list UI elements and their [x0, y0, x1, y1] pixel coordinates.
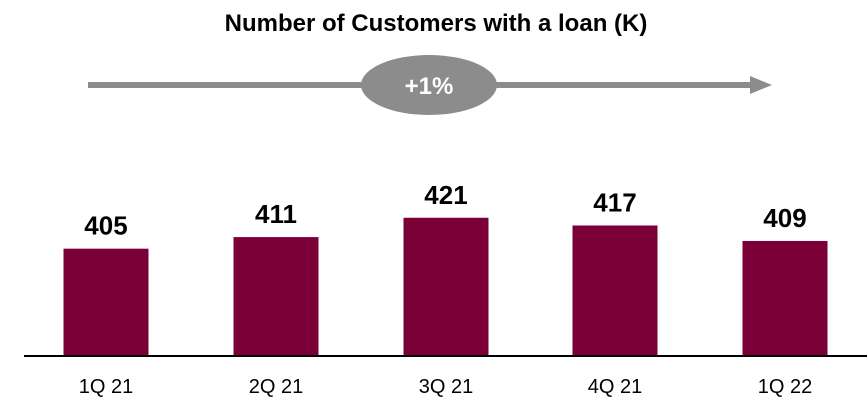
bar-4q-21	[572, 225, 658, 355]
bar-1q-21	[63, 248, 149, 355]
x-axis-tick-labels: 1Q 21 2Q 21 3Q 21 4Q 21 1Q 22	[79, 376, 812, 398]
x-tick-label: 1Q 22	[758, 376, 812, 398]
bar-value-label: 417	[593, 187, 636, 217]
bars-group	[63, 217, 828, 355]
bar-value-label: 405	[84, 211, 127, 241]
bar-value-label: 421	[424, 180, 467, 210]
x-tick-label: 3Q 21	[419, 376, 473, 398]
bar-value-label: 409	[763, 203, 806, 233]
bar-2q-21	[233, 237, 319, 355]
x-tick-label: 2Q 21	[249, 376, 303, 398]
growth-badge-label: +1%	[405, 73, 454, 100]
growth-badge	[361, 55, 497, 115]
bar-labels-group: 405 411 421 417 409	[84, 180, 806, 241]
growth-arrow: +1%	[88, 55, 772, 115]
bar-1q-22	[742, 240, 828, 355]
x-tick-label: 1Q 21	[79, 376, 133, 398]
x-tick-label: 4Q 21	[588, 376, 642, 398]
bar-3q-21	[403, 217, 489, 355]
chart-title: Number of Customers with a loan (K)	[225, 10, 648, 37]
bar-value-label: 411	[255, 199, 297, 229]
growth-arrow-head	[750, 76, 772, 94]
